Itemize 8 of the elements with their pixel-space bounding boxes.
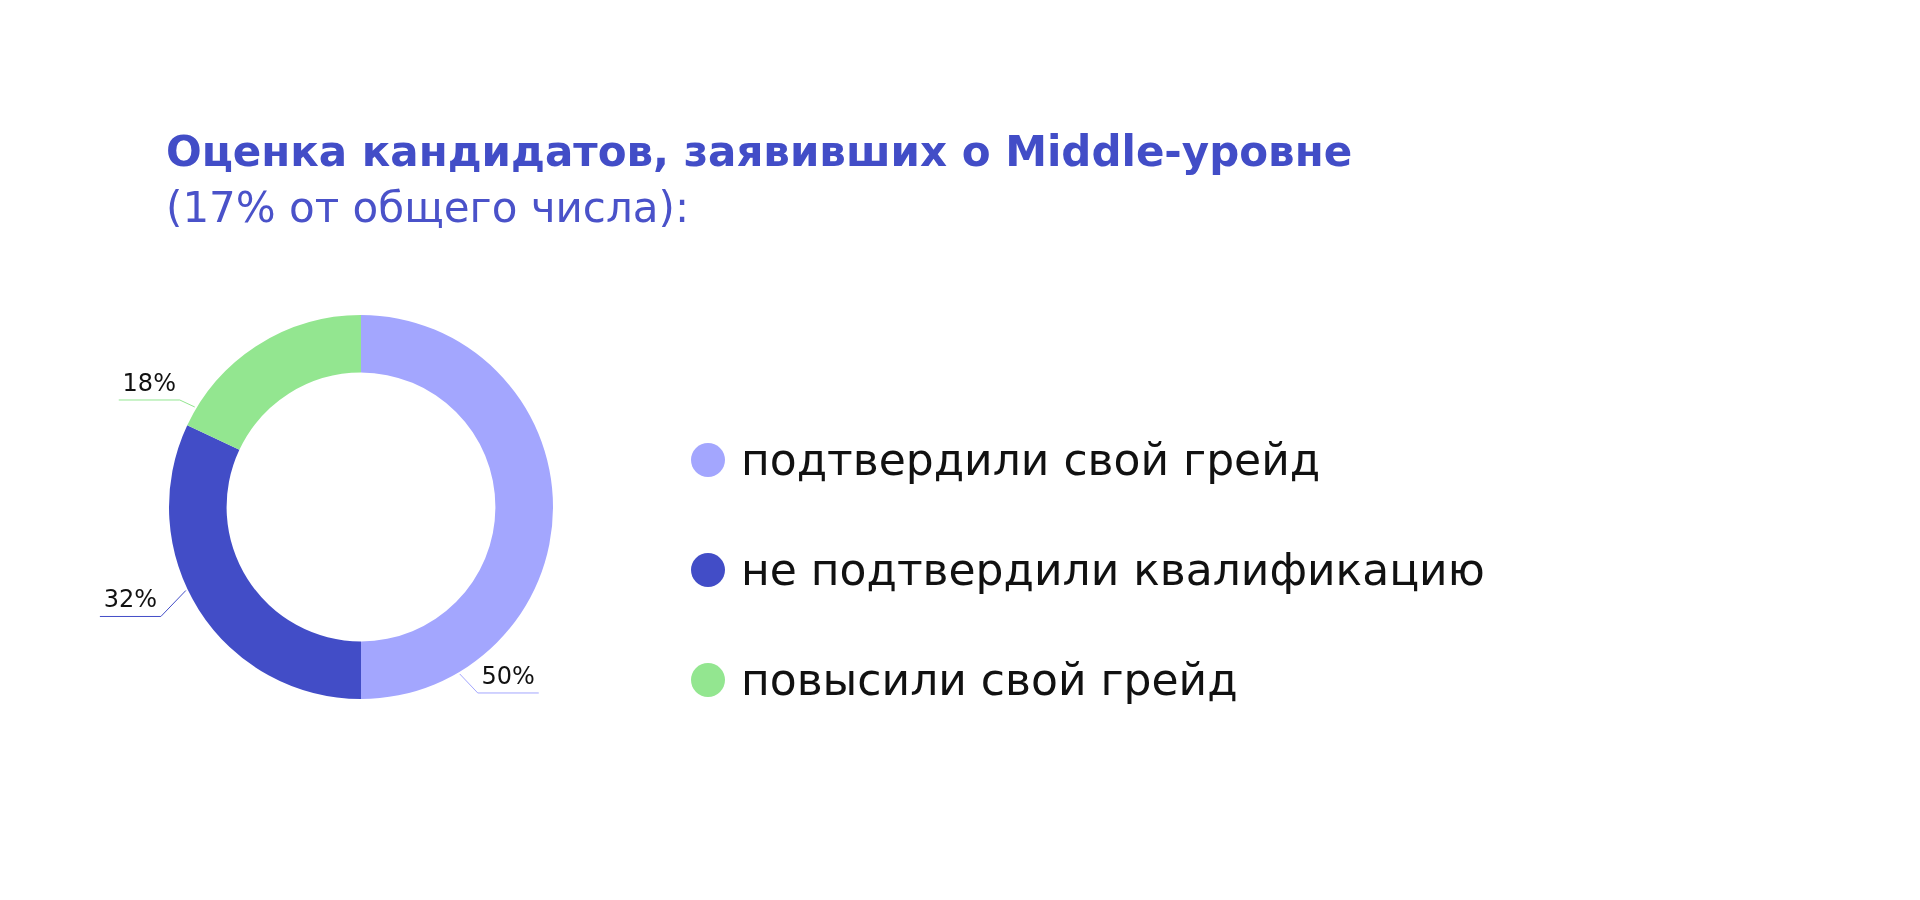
data-label: 50% [481,661,535,690]
chart-subtitle: (17% от общего числа): [166,183,690,232]
legend-label: подтвердили свой грейд [741,434,1321,485]
data-label: 18% [122,368,176,397]
data-label: 32% [103,585,158,614]
legend-label: повысили свой грейд [741,654,1238,705]
legend-label: не подтвердили квалификацию [741,544,1485,595]
chart-title: Оценка кандидатов, заявивших о Middle-уровне [166,127,1353,176]
